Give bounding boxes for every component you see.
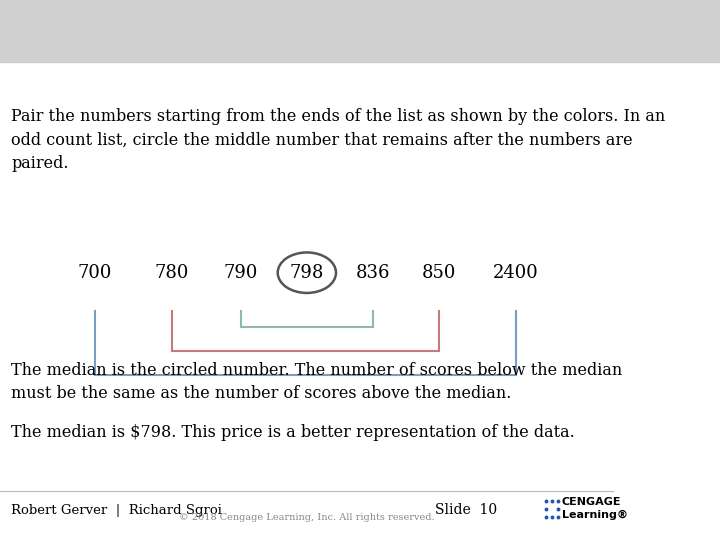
Text: Second Edition: Second Edition bbox=[236, 18, 354, 32]
Text: Slide  10: Slide 10 bbox=[436, 503, 498, 517]
Text: 790: 790 bbox=[224, 264, 258, 282]
Text: CENGAGE
Learning®: CENGAGE Learning® bbox=[562, 497, 628, 520]
Text: The median is $798. This price is a better representation of the data.: The median is $798. This price is a bett… bbox=[11, 424, 575, 441]
Text: 850: 850 bbox=[422, 264, 456, 282]
Text: 700: 700 bbox=[78, 264, 112, 282]
Text: © 2018 Cengage Learning, Inc. All rights reserved.: © 2018 Cengage Learning, Inc. All rights… bbox=[179, 513, 435, 522]
Text: The median is the circled number. The number of scores below the median
must be : The median is the circled number. The nu… bbox=[11, 362, 622, 402]
Text: Pair the numbers starting from the ends of the list as shown by the colors. In a: Pair the numbers starting from the ends … bbox=[11, 108, 665, 172]
Text: Robert Gerver  |  Richard Sgroi: Robert Gerver | Richard Sgroi bbox=[11, 504, 222, 517]
Text: Financial Algebra: Financial Algebra bbox=[11, 10, 397, 49]
Text: 2400: 2400 bbox=[492, 264, 539, 282]
Text: 836: 836 bbox=[355, 264, 390, 282]
Text: 780: 780 bbox=[155, 264, 189, 282]
Text: 798: 798 bbox=[289, 264, 324, 282]
